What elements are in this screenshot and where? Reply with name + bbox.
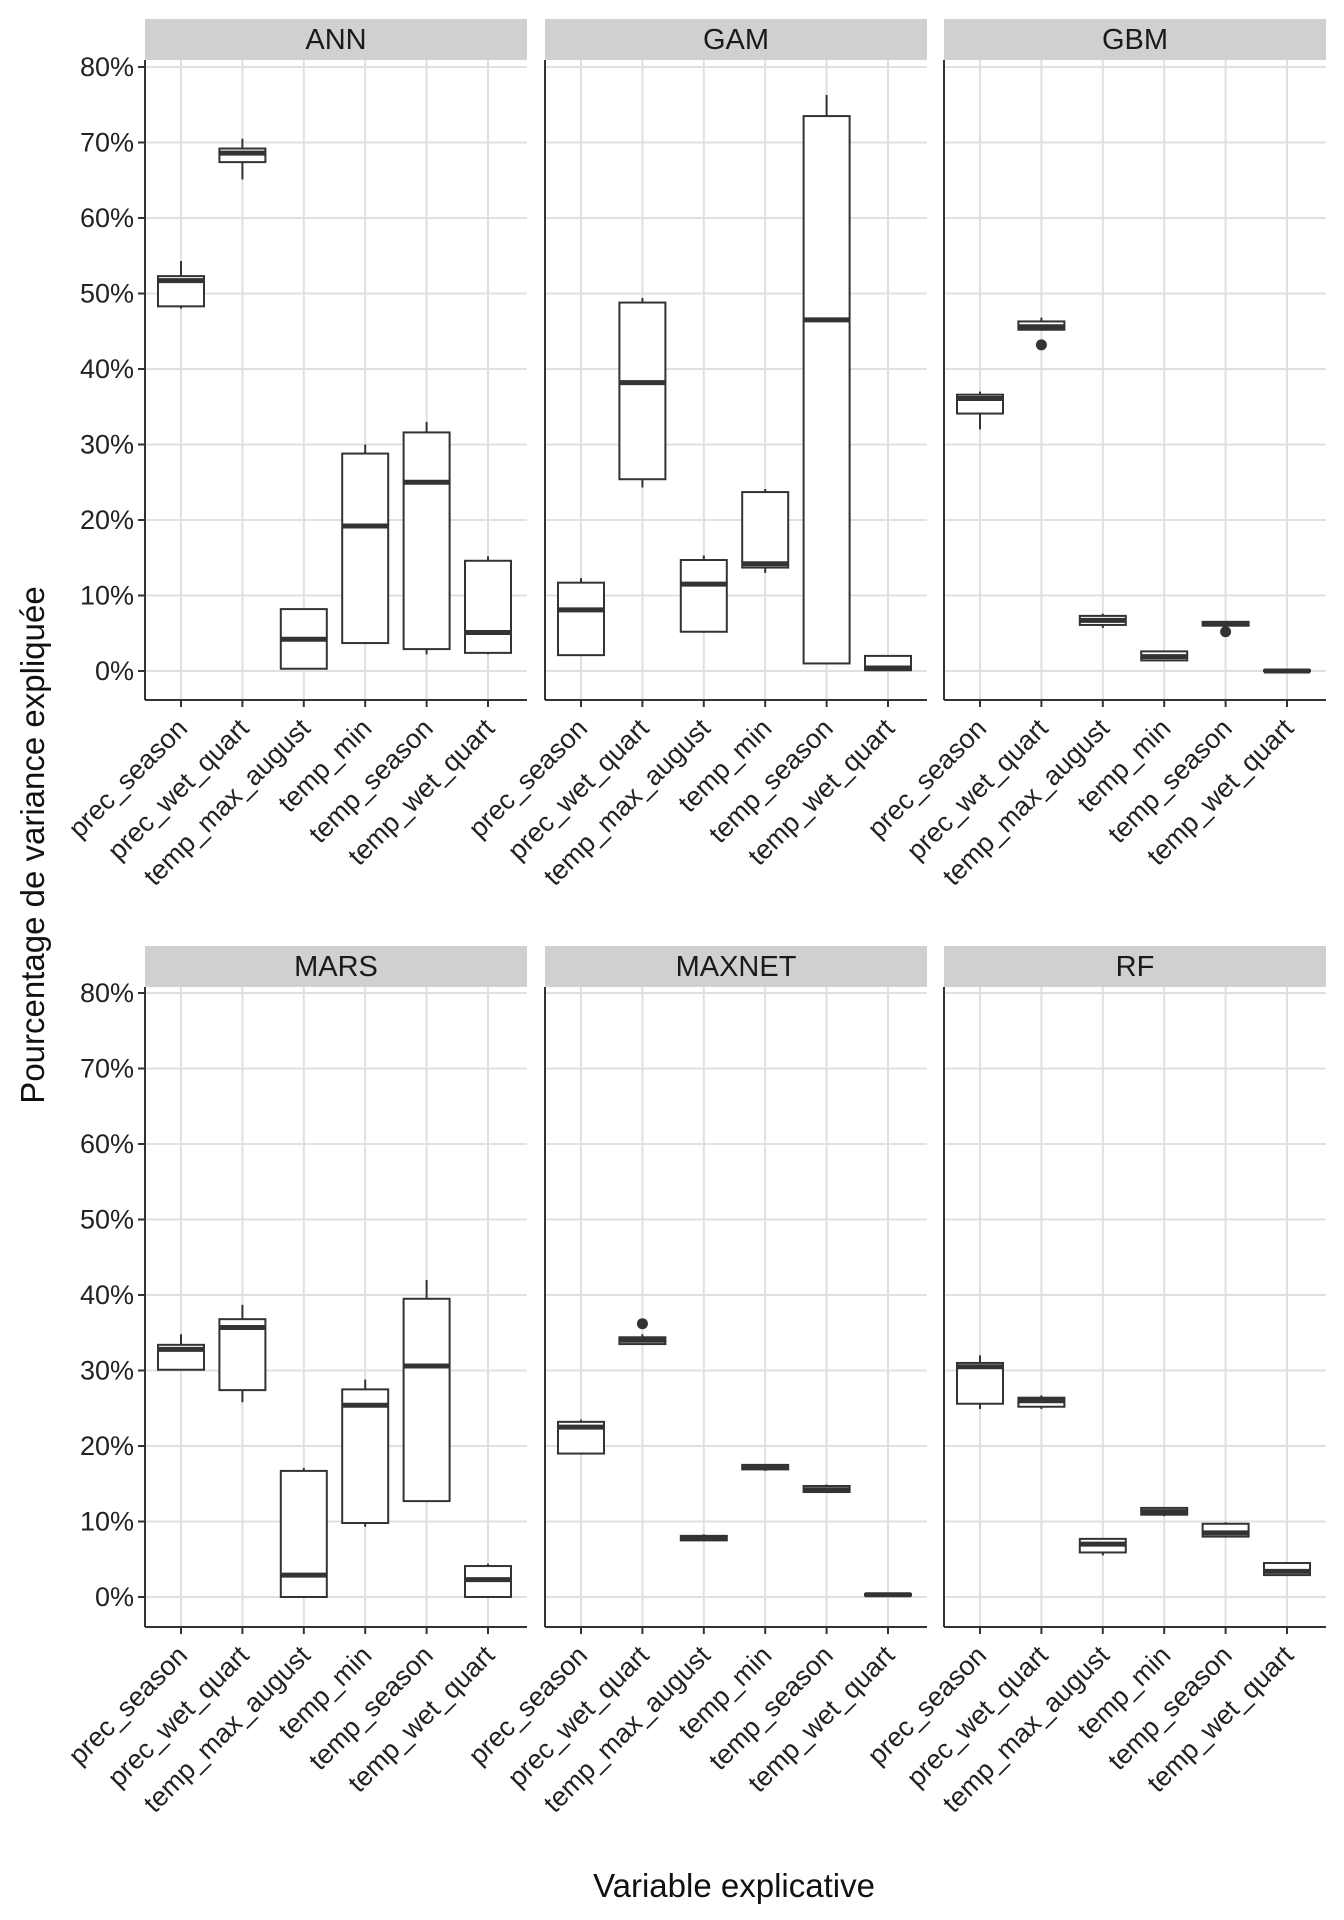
strip-layer: ANN GAM GBM MARS MAXNET RF [145,19,1326,987]
y-tick-label: 50% [80,1205,134,1235]
y-tick-label: 70% [80,128,134,158]
y-tick-label: 10% [80,581,134,611]
facet-strip-maxnet [545,946,927,987]
axes-layer: 0%10%20%30%40%50%60%70%80%prec_seasonpre… [63,52,1326,1818]
box-maxnet-prec-wet-quart-outlier [636,1318,648,1330]
y-tick-label: 80% [80,52,134,82]
box-mars-temp-max-august-iqr [279,1469,328,1599]
y-tick-label: 0% [95,1582,134,1612]
facet-title-mars: MARS [294,951,378,983]
y-tick-label: 30% [80,1356,134,1386]
facet-title-gbm: GBM [1102,24,1168,56]
box-gam-temp-max-august-iqr [679,559,728,633]
box-rf-prec-season-iqr [956,1361,1004,1405]
facet-strip-gam [545,19,927,60]
facet-strip-rf [944,946,1326,987]
facet-title-gam: GAM [703,24,769,56]
facet-title-rf: RF [1116,951,1155,983]
facet-strip-gbm [944,19,1326,60]
box-ann-temp-wet-quart-iqr [464,559,512,654]
box-mars-temp-min-iqr [341,1388,390,1525]
y-tick-label: 40% [80,354,134,384]
y-tick-label: 70% [80,1054,134,1084]
y-tick-label: 60% [80,203,134,233]
box-gam-prec-wet-quart-iqr [618,301,667,481]
x-axis-title: Variable explicative [593,1867,875,1904]
box-ann-temp-min-iqr [341,452,390,645]
y-tick-label: 40% [80,1280,134,1310]
marks-layer [157,94,1311,1599]
box-mars-prec-wet-quart-iqr [218,1318,267,1392]
facet-strip-ann [145,19,527,60]
box-gbm-temp-season-outlier [1220,626,1232,638]
box-mars-temp-season-iqr [402,1297,451,1503]
box-gam-temp-min-iqr [741,491,790,569]
facet-strip-mars [145,946,527,987]
y-tick-label: 10% [80,1507,134,1537]
box-gam-temp-season-iqr [802,115,851,665]
box-ann-temp-season-iqr [402,431,451,651]
y-tick-label: 80% [80,978,134,1008]
box-gbm-prec-wet-quart-outlier [1035,339,1047,351]
y-axis-title: Pourcentage de variance expliquée [14,586,51,1103]
facet-title-ann: ANN [305,24,366,56]
facet-title-maxnet: MAXNET [676,951,797,983]
box-gam-prec-season-iqr [557,581,605,657]
y-tick-label: 30% [80,430,134,460]
y-tick-label: 0% [95,656,134,686]
y-tick-label: 60% [80,1129,134,1159]
y-tick-label: 20% [80,505,134,535]
y-tick-label: 20% [80,1431,134,1461]
y-tick-label: 50% [80,279,134,309]
